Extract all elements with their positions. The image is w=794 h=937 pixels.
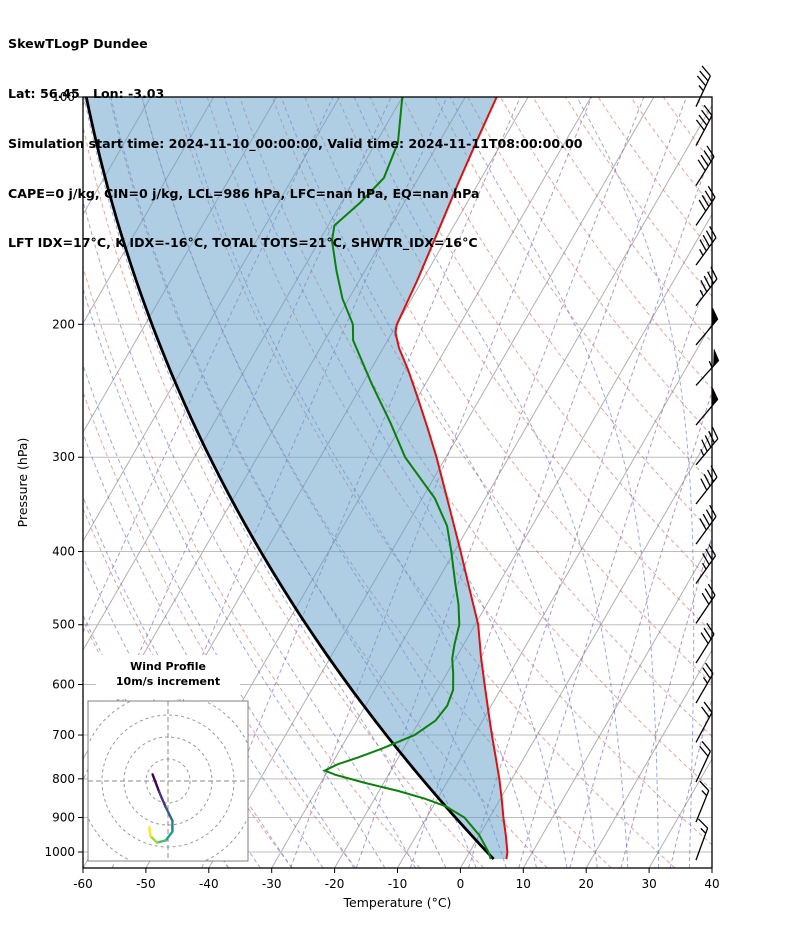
x-tick-label: 10 (516, 877, 531, 891)
hodograph-trace-segment (164, 830, 174, 842)
chart-latlon: Lat: 56.45 Lon: -3.03 (8, 85, 165, 101)
x-tick-label: 40 (704, 877, 719, 891)
x-tick-label: 20 (579, 877, 594, 891)
y-tick-label: 100 (52, 90, 75, 104)
y-tick-label: 400 (52, 545, 75, 559)
sounding-profiles (84, 97, 509, 861)
hodograph-trace-segment (148, 825, 152, 838)
wind-barbs (695, 65, 720, 861)
y-axis-label: Pressure (hPa) (15, 438, 30, 528)
x-tick-label: 0 (457, 877, 465, 891)
hodograph-inset: Wind Profile 10m/s increment (87, 655, 249, 862)
hodograph-trace-segment (151, 773, 161, 794)
y-tick-label: 500 (52, 618, 75, 632)
x-tick-label: -60 (73, 877, 93, 891)
chart-title: SkewTLogP Dundee (8, 36, 148, 52)
x-tick-label: -50 (136, 877, 156, 891)
dewpoint-line (322, 97, 492, 860)
y-tick-label: 800 (52, 772, 75, 786)
y-tick-label: 600 (52, 678, 75, 692)
chart-indices-2: LFT IDX=17°C, K IDX=-16°C, TOTAL TOTS=21… (8, 235, 478, 251)
chart-header: SkewTLogP Dundee Lat: 56.45 Lon: -3.03 S… (8, 3, 582, 285)
y-tick-label: 300 (52, 450, 75, 464)
parcel-line (84, 97, 495, 861)
y-tick-label: 1000 (44, 845, 75, 859)
x-tick-label: 30 (641, 877, 656, 891)
x-tick-label: -30 (262, 877, 282, 891)
y-tick-label: 700 (52, 728, 75, 742)
x-tick-label: -20 (325, 877, 345, 891)
hodograph-trace-segment (157, 790, 168, 809)
temperature-line (394, 97, 509, 860)
y-tick-label: 900 (52, 810, 75, 824)
shaded-area (86, 97, 507, 860)
hodograph-title: Wind Profile (130, 660, 206, 673)
x-tick-label: -40 (199, 877, 219, 891)
x-axis-label: Temperature (°C) (343, 895, 452, 910)
hodograph-trace-segment (164, 806, 174, 822)
chart-times: Simulation start time: 2024-11-10_00:00:… (8, 135, 583, 151)
hodograph-subtitle: 10m/s increment (116, 675, 220, 688)
x-tick-label: -10 (388, 877, 408, 891)
chart-indices-1: CAPE=0 j/kg, CIN=0 j/kg, LCL=986 hPa, LF… (8, 185, 480, 201)
hodograph-trace-segment (155, 839, 168, 844)
y-tick-label: 200 (52, 317, 75, 331)
hodograph-trace-segment (149, 834, 159, 844)
